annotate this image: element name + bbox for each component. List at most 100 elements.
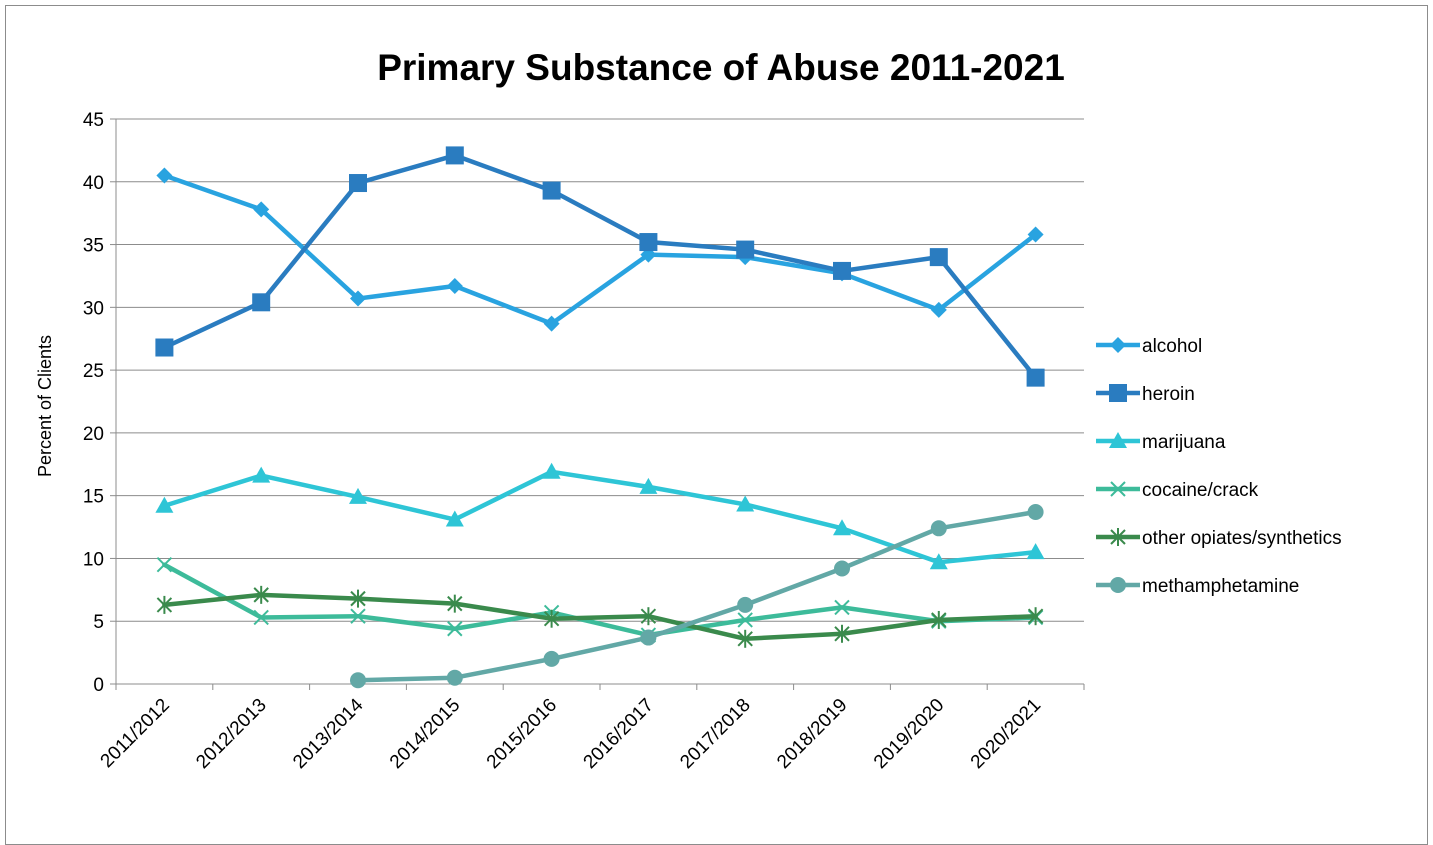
series-cocaine-crack [156,557,1044,643]
y-axis-title: Percent of Clients [35,335,55,477]
chart-frame: Primary Substance of Abuse 2011-2021 0 5 1… [5,5,1428,845]
data-point [350,290,366,307]
y-tick-label: 40 [83,173,104,194]
data-point [542,462,561,479]
data-point [445,146,464,165]
legend-entry: heroin [1096,384,1195,405]
data-point [834,560,850,577]
y-tick-label: 30 [83,298,104,319]
data-point [1026,543,1045,560]
data-point [156,595,173,614]
data-point-stroke [156,557,173,573]
data-point [1110,577,1126,593]
series-methamphetamine [350,503,1044,689]
data-point [1110,337,1126,353]
data-point [640,629,657,646]
data-point [834,624,850,643]
data-point [446,669,463,686]
legend-entry: methamphetamine [1096,576,1299,597]
data-point [155,338,174,357]
data-point [156,557,173,573]
series-line [162,562,1038,638]
series-line [355,509,1038,683]
legend-entry: other opiates/synthetics [1096,528,1342,549]
data-point [1109,384,1127,402]
x-tick-label: 2019/2020 [870,695,948,773]
line-chart: Primary Substance of Abuse 2011-2021 0 5 1… [35,47,1342,773]
series-marijuana [155,462,1045,570]
data-point-stroke [350,608,366,624]
legend-label: marijuana [1142,432,1226,453]
x-tick-label: 2020/2021 [967,695,1045,773]
data-point [253,201,270,218]
data-point [543,315,560,332]
data-point [736,240,755,259]
data-point [252,466,271,483]
data-point [833,519,851,536]
chart-title: Primary Substance of Abuse 2011-2021 [377,47,1065,88]
data-point [931,610,947,629]
data-point [930,301,947,318]
x-tick-label: 2014/2015 [386,695,464,773]
x-tick-label: 2015/2016 [483,695,561,773]
series-line [162,592,1038,642]
data-point [445,510,464,527]
y-tick-label: 0 [93,675,104,696]
series-line [162,469,1038,565]
data-point [350,672,366,689]
y-tick-label: 35 [83,236,104,257]
data-point [737,612,753,628]
y-tick-label: 5 [93,612,104,633]
data-point [640,607,657,626]
x-tick-label: 2011/2012 [97,695,174,772]
legend-entry: marijuana [1096,432,1226,453]
x-tick-label: 2013/2014 [289,694,368,773]
data-point [253,609,269,626]
legend-label: other opiates/synthetics [1142,528,1342,549]
data-point [1110,528,1126,546]
data-point [349,487,367,504]
data-point [446,277,463,294]
x-tick-labels: 2011/2012 2012/2013 2013/2014 2014/2015 2015… [97,694,1046,773]
data-point [1109,432,1127,448]
data-point [350,608,366,624]
data-point [447,594,463,613]
y-tick-label: 10 [83,549,104,570]
x-tick-label: 2017/2018 [676,695,754,773]
legend-label: heroin [1142,384,1195,405]
series-line [162,153,1038,380]
legend-entry: cocaine/crack [1096,480,1259,501]
y-tick-label: 45 [83,110,104,131]
data-point [639,233,658,252]
data-point [930,520,947,537]
data-point-stroke [447,621,463,637]
data-point [1027,226,1044,243]
legend-entry: alcohol [1096,336,1202,357]
data-point [639,477,658,494]
data-point [833,261,851,280]
x-tick-label: 2016/2017 [580,695,658,773]
data-point [156,167,173,184]
x-tick-label: 2018/2019 [773,695,851,773]
data-point [349,174,367,193]
legend-label: methamphetamine [1142,576,1299,597]
data-point [834,599,850,616]
legend-label: alcohol [1142,336,1202,357]
data-point [737,596,754,613]
gridlines [116,118,1084,622]
legend-label: cocaine/crack [1142,480,1259,501]
series-other-opiates-synthetics [156,585,1044,648]
data-point [929,553,948,570]
series-heroin [155,146,1045,387]
data-point [543,609,560,628]
legend: alcohol heroin marijuana cocaine/crack other… [1096,336,1342,597]
y-tick-label: 15 [83,487,104,508]
data-point-stroke [737,612,753,628]
data-point [350,589,366,608]
y-tick-labels: 0 5 10 15 20 25 30 35 40 45 [83,110,104,696]
axes [110,118,1085,690]
data-point-stroke [253,609,269,626]
data-point [737,629,753,648]
data-point [1110,481,1126,497]
data-point [543,650,560,667]
